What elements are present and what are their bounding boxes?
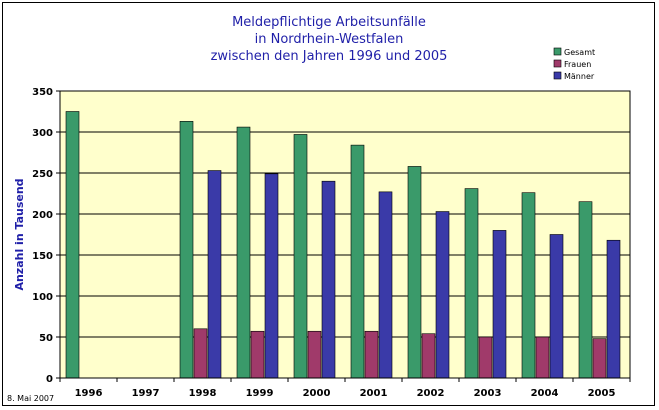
y-axis-label: Anzahl in Tausend <box>13 178 26 290</box>
x-tick-labels: 1996 1997 1998 1999 2000 2001 2002 2003 2004 2005 <box>75 388 616 399</box>
x-tick-label: 2000 <box>303 388 331 399</box>
legend-swatch-männer <box>553 71 562 80</box>
axes <box>56 90 631 382</box>
chart-title: Meldepflichtige Arbeitsunfälle in Nordrhe… <box>211 15 448 64</box>
x-tick-label: 2005 <box>588 388 616 399</box>
y-tick-label: 150 <box>32 251 53 262</box>
bar-frauen-2003 <box>478 336 493 379</box>
bar-gesamt-2000 <box>293 134 308 379</box>
bar-gesamt-2001 <box>350 144 365 379</box>
x-tick-label: 1997 <box>132 388 160 399</box>
x-tick-label: 1998 <box>189 388 217 399</box>
x-tick-label: 2003 <box>474 388 502 399</box>
legend-label-gesamt: Gesamt <box>564 48 595 57</box>
legend-swatch-frauen <box>553 59 562 68</box>
chart: Meldepflichtige Arbeitsunfälle in Nordrhe… <box>7 15 631 403</box>
bar-gesamt-1996 <box>65 111 80 379</box>
bar-männer-2004 <box>549 234 564 379</box>
legend-label-frauen: Frauen <box>564 60 591 69</box>
bars <box>65 111 621 379</box>
bar-männer-2001 <box>378 191 393 379</box>
chart-title-line: zwischen den Jahren 1996 und 2005 <box>211 49 448 64</box>
y-tick-label: 250 <box>32 169 53 180</box>
y-tick-label: 0 <box>46 374 53 385</box>
bar-gesamt-1999 <box>236 126 251 379</box>
legend-label-männer: Männer <box>564 72 595 81</box>
y-tick-label: 200 <box>32 210 53 221</box>
x-tick-label: 1996 <box>75 388 103 399</box>
bar-gesamt-2004 <box>521 192 536 379</box>
chart-frame: Meldepflichtige Arbeitsunfälle in Nordrhe… <box>2 2 655 406</box>
y-tick-label: 300 <box>32 128 53 139</box>
x-tick-label: 2004 <box>531 388 559 399</box>
bar-gesamt-2003 <box>464 188 479 379</box>
y-tick-label: 100 <box>32 292 53 303</box>
plot-area <box>60 91 630 378</box>
legend-swatch-gesamt <box>553 47 562 56</box>
bar-gesamt-2005 <box>578 201 593 379</box>
legend: Gesamt Frauen Männer <box>553 47 595 81</box>
bar-frauen-1998 <box>193 328 208 379</box>
bar-frauen-1999 <box>250 330 265 379</box>
bar-männer-2002 <box>435 211 450 379</box>
x-tick-label: 2001 <box>360 388 388 399</box>
y-tick-label: 350 <box>32 87 53 98</box>
bar-männer-1999 <box>264 173 279 379</box>
bar-gesamt-2002 <box>407 166 422 379</box>
x-tick-label: 2002 <box>417 388 445 399</box>
bar-frauen-2004 <box>535 336 550 379</box>
x-tick-label: 1999 <box>246 388 274 399</box>
bar-männer-2005 <box>606 239 621 379</box>
chart-title-line: in Nordrhein-Westfalen <box>255 32 404 47</box>
bar-männer-1998 <box>207 170 222 379</box>
bar-frauen-2002 <box>421 333 436 379</box>
y-tick-labels: 0 50 100 150 200 250 300 350 <box>32 87 53 385</box>
bar-männer-2003 <box>492 230 507 379</box>
bar-frauen-2001 <box>364 330 379 379</box>
y-tick-label: 50 <box>39 333 53 344</box>
bar-männer-2000 <box>321 180 336 379</box>
bar-frauen-2005 <box>592 338 607 379</box>
chart-title-line: Meldepflichtige Arbeitsunfälle <box>232 15 426 30</box>
bar-frauen-2000 <box>307 330 322 379</box>
footnote-date: 8. Mai 2007 <box>7 394 54 403</box>
bar-gesamt-1998 <box>179 121 194 379</box>
